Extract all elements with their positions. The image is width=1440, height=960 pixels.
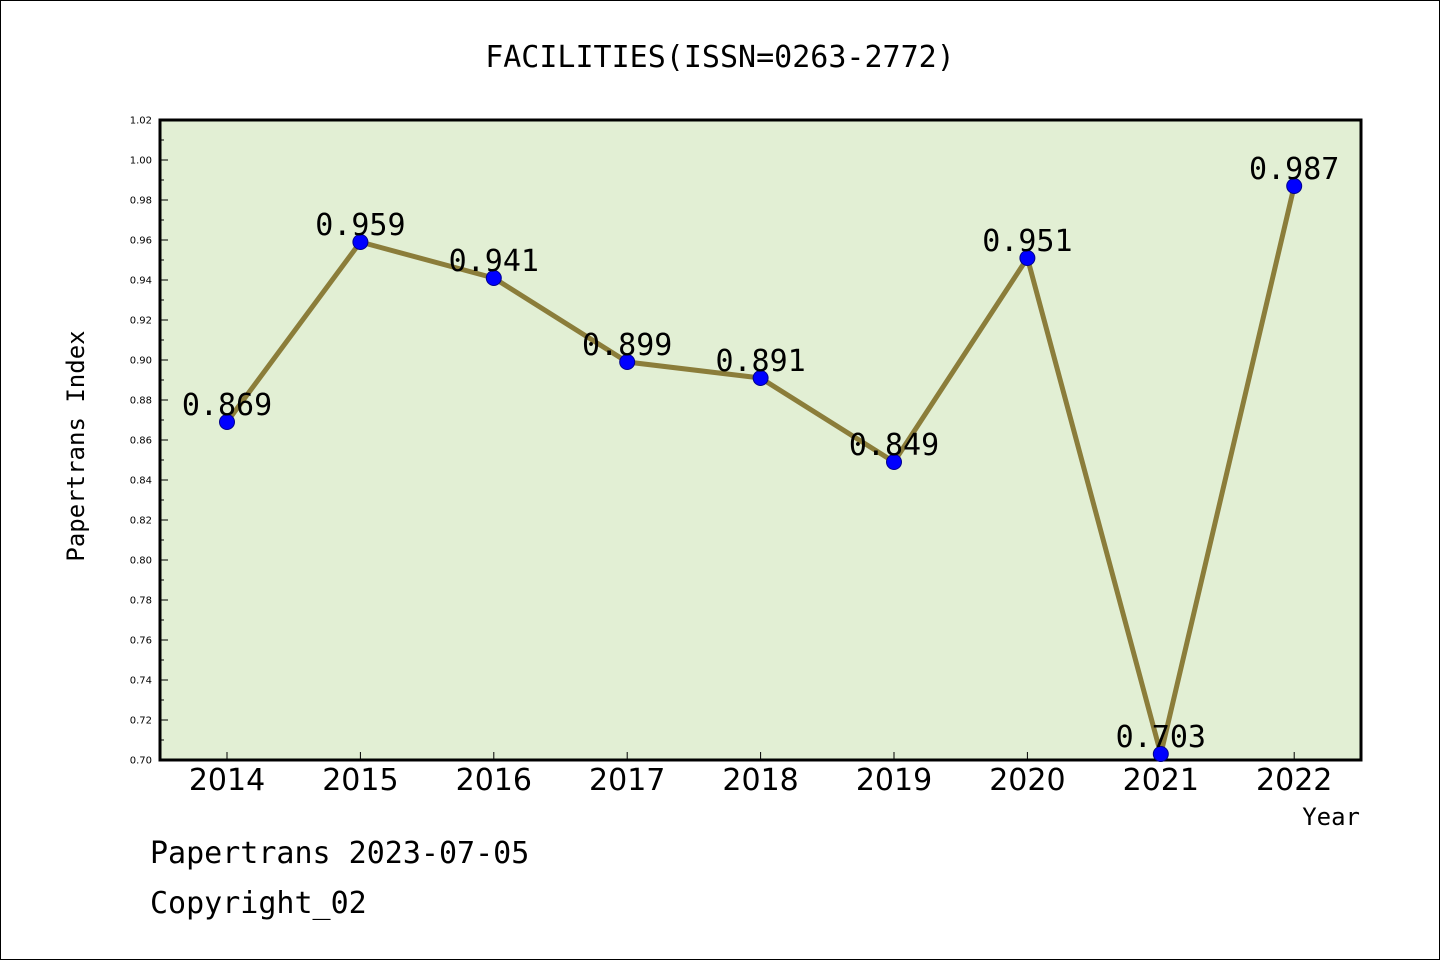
x-tick-label: 2020 (989, 763, 1065, 798)
x-tick-label: 2022 (1256, 763, 1332, 798)
data-point (219, 414, 235, 430)
data-point (1286, 178, 1303, 194)
y-tick-label: 0.84 (130, 476, 152, 487)
y-tick-label: 0.78 (130, 596, 152, 607)
footer-date: Papertrans 2023-07-05 (150, 836, 529, 871)
x-axis: 2014 2015 2016 2017 2018 2019 2020 2021 2022 (189, 752, 1332, 798)
footer-copyright: Copyright_02 (150, 886, 367, 921)
x-tick-label: 2021 (1123, 763, 1199, 798)
y-tick-label: 0.98 (130, 196, 152, 207)
x-tick-label: 2019 (856, 763, 932, 798)
y-tick-label: 0.72 (130, 716, 152, 727)
data-label: 0.987 (1249, 152, 1339, 187)
y-axis-label: Papertrans Index (62, 330, 90, 561)
y-tick-label: 0.90 (130, 356, 152, 367)
y-axis: 0.70 0.72 0.74 0.76 0.78 0.80 0.82 0.84 0.86 0.88… (130, 116, 168, 767)
data-label: 0.899 (582, 328, 672, 363)
y-tick-label: 0.88 (130, 396, 152, 407)
y-tick-label: 0.94 (130, 276, 152, 287)
data-point (1152, 746, 1169, 762)
data-point (1019, 250, 1036, 266)
data-label: 0.703 (1116, 720, 1206, 755)
plot-area (158, 118, 1363, 762)
data-point (485, 270, 502, 286)
series-group: 0.869 0.959 0.941 0.899 0.891 0.849 0.951 0.703… (182, 152, 1339, 762)
x-tick-label: 2014 (189, 763, 265, 798)
y-tick-label: 1.02 (130, 116, 152, 127)
data-label: 0.959 (315, 208, 405, 243)
y-tick-label: 0.82 (130, 516, 152, 527)
y-tick-label: 0.80 (130, 556, 152, 567)
data-label: 0.941 (449, 244, 539, 279)
x-tick-label: 2015 (322, 763, 398, 798)
data-label: 0.849 (849, 428, 939, 463)
chart-title: FACILITIES(ISSN=0263-2772) (485, 40, 955, 75)
data-label: 0.869 (182, 388, 272, 423)
x-tick-label: 2016 (456, 763, 532, 798)
x-axis-label: Year (1302, 803, 1360, 831)
y-tick-label: 1.00 (130, 156, 152, 167)
data-label: 0.951 (982, 224, 1072, 259)
y-tick-label: 0.74 (130, 676, 152, 687)
x-tick-label: 2017 (589, 763, 665, 798)
y-tick-label: 0.96 (130, 236, 152, 247)
data-point (352, 234, 369, 250)
data-point (752, 370, 769, 386)
y-tick-label: 0.76 (130, 636, 152, 647)
y-tick-label: 0.86 (130, 436, 152, 447)
data-label: 0.891 (715, 344, 805, 379)
data-point (886, 454, 902, 470)
y-tick-label: 0.70 (130, 756, 152, 767)
y-tick-label: 0.92 (130, 316, 152, 327)
data-point (619, 354, 636, 370)
x-tick-label: 2018 (722, 763, 798, 798)
